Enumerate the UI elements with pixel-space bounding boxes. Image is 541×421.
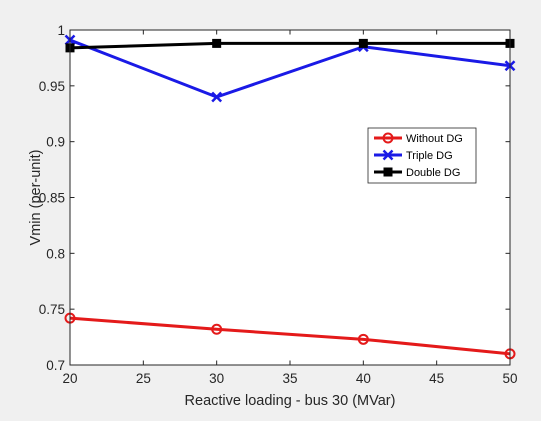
series-line-double-dg	[69, 41, 510, 50]
y-tick-label: 0.95	[39, 79, 65, 94]
x-tick-label: 30	[209, 371, 224, 386]
y-tick-label: 0.8	[46, 246, 65, 261]
data-point-double-dg	[212, 38, 222, 48]
series-lines	[64, 34, 516, 360]
series-line-triple-dg	[69, 38, 511, 99]
y-tick-label: 0.85	[39, 191, 65, 206]
legend-label-triple-dg: Triple DG	[406, 150, 453, 162]
legend-marker-triple-dg	[382, 149, 394, 161]
data-point-triple-dg	[211, 91, 223, 103]
data-point-without-dg	[357, 333, 369, 345]
plot-background	[70, 30, 510, 365]
x-tick-label: 20	[62, 371, 77, 386]
x-tick-label: 35	[282, 371, 297, 386]
x-tick-label: 25	[136, 371, 151, 386]
y-tick-label: 0.9	[46, 135, 65, 150]
x-tick-label: 50	[502, 371, 517, 386]
legend-marker-without-dg	[382, 132, 394, 144]
y-tick-label: 0.7	[46, 358, 65, 373]
y-axis-label: Vmin (per-unit)	[28, 150, 44, 246]
legend: Without DG Triple DG Double DG	[367, 127, 477, 184]
x-tick-label: 45	[429, 371, 444, 386]
plot-frame	[69, 29, 511, 366]
data-point-without-dg	[211, 323, 223, 335]
series-line-without-dg	[69, 316, 511, 356]
data-point-triple-dg-stroke-b	[211, 91, 223, 103]
x-tick-label: 40	[356, 371, 371, 386]
legend-marker-triple-dg-stroke-b	[382, 149, 394, 161]
y-tick-label: 0.75	[39, 302, 65, 317]
data-point-double-dg	[358, 38, 368, 48]
y-tick-label: 1	[57, 23, 65, 38]
x-axis-label: Reactive loading - bus 30 (MVar)	[185, 393, 396, 409]
legend-label-double-dg: Double DG	[406, 167, 460, 179]
legend-marker-double-dg	[383, 167, 393, 177]
legend-label-without-dg: Without DG	[406, 133, 463, 145]
